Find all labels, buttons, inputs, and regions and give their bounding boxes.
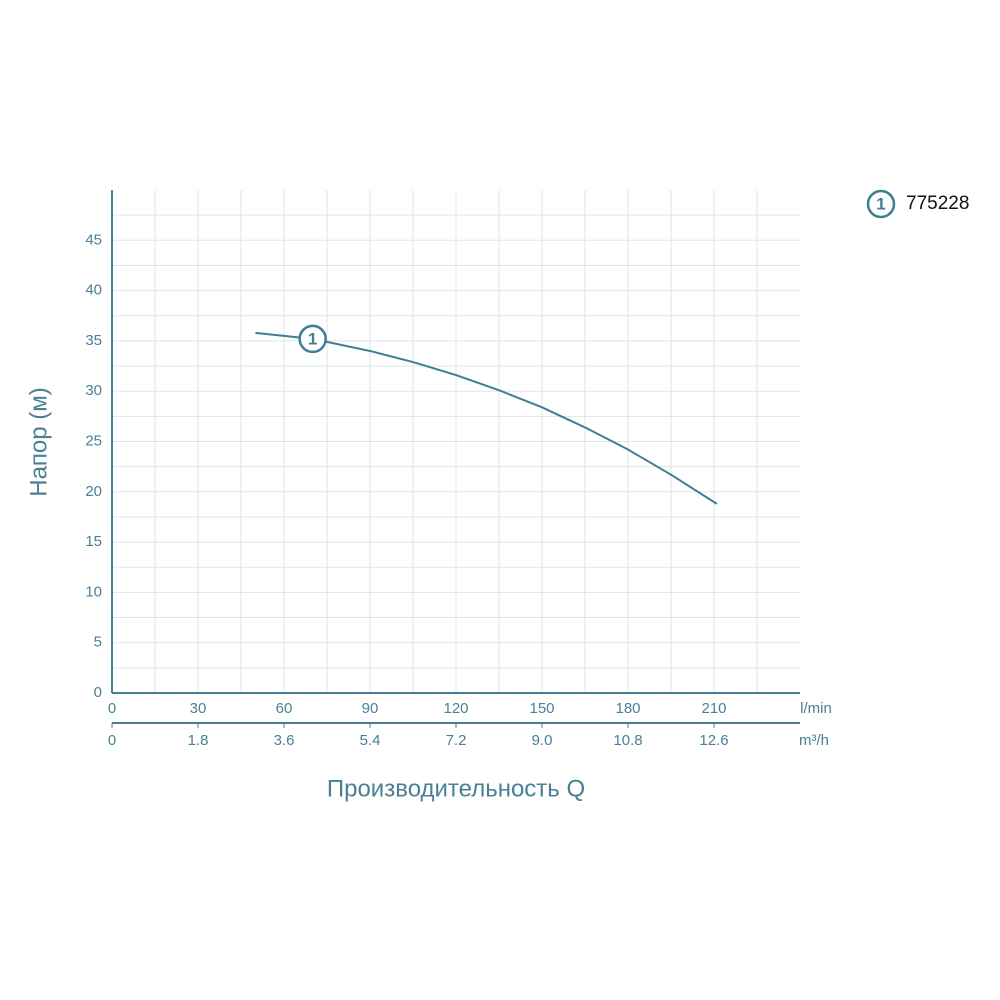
- y-tick-label: 35: [85, 332, 102, 349]
- curve-badge-label: 1: [308, 329, 317, 348]
- y-tick-label: 25: [85, 432, 102, 449]
- x2-tick-label: 5.4: [360, 732, 381, 749]
- x2-tick-label: 12.6: [699, 732, 728, 749]
- legend-badge: [866, 189, 896, 219]
- y-tick-label: 5: [94, 634, 102, 651]
- x-tick-label: 120: [443, 700, 468, 717]
- x-tick-label: 30: [190, 700, 207, 717]
- y-tick-label: 15: [85, 533, 102, 550]
- curve-badge: [298, 324, 327, 354]
- x-tick-label: 150: [529, 700, 554, 717]
- x2-tick-label: 0: [108, 732, 116, 749]
- x2-unit: m³/h: [799, 732, 829, 749]
- x-unit: l/min: [800, 700, 832, 717]
- x-tick-label: 180: [615, 700, 640, 717]
- x-tick-label: 60: [276, 700, 293, 717]
- y-tick-label: 0: [94, 684, 102, 701]
- x-tick-label: 210: [701, 700, 726, 717]
- x2-tick-label: 9.0: [532, 732, 553, 749]
- y-axis-title: Напор (м): [25, 387, 52, 497]
- y-tick-label: 45: [85, 231, 102, 248]
- y-tick-label: 20: [85, 483, 102, 500]
- y-tick-label: 40: [85, 282, 102, 299]
- legend-label: 775228: [906, 193, 969, 214]
- y-tick-label: 30: [85, 382, 102, 399]
- x-tick-label: 0: [108, 700, 116, 717]
- x2-tick-label: 7.2: [446, 732, 467, 749]
- x-axis-title: Производительность Q: [327, 775, 585, 802]
- legend-badge-label: 1: [876, 194, 885, 213]
- x2-tick-label: 3.6: [274, 732, 295, 749]
- x2-tick-label: 1.8: [188, 732, 209, 749]
- curve: [255, 331, 718, 505]
- x-tick-label: 90: [362, 700, 379, 717]
- y-tick-label: 10: [85, 583, 102, 600]
- x2-tick-label: 10.8: [613, 732, 642, 749]
